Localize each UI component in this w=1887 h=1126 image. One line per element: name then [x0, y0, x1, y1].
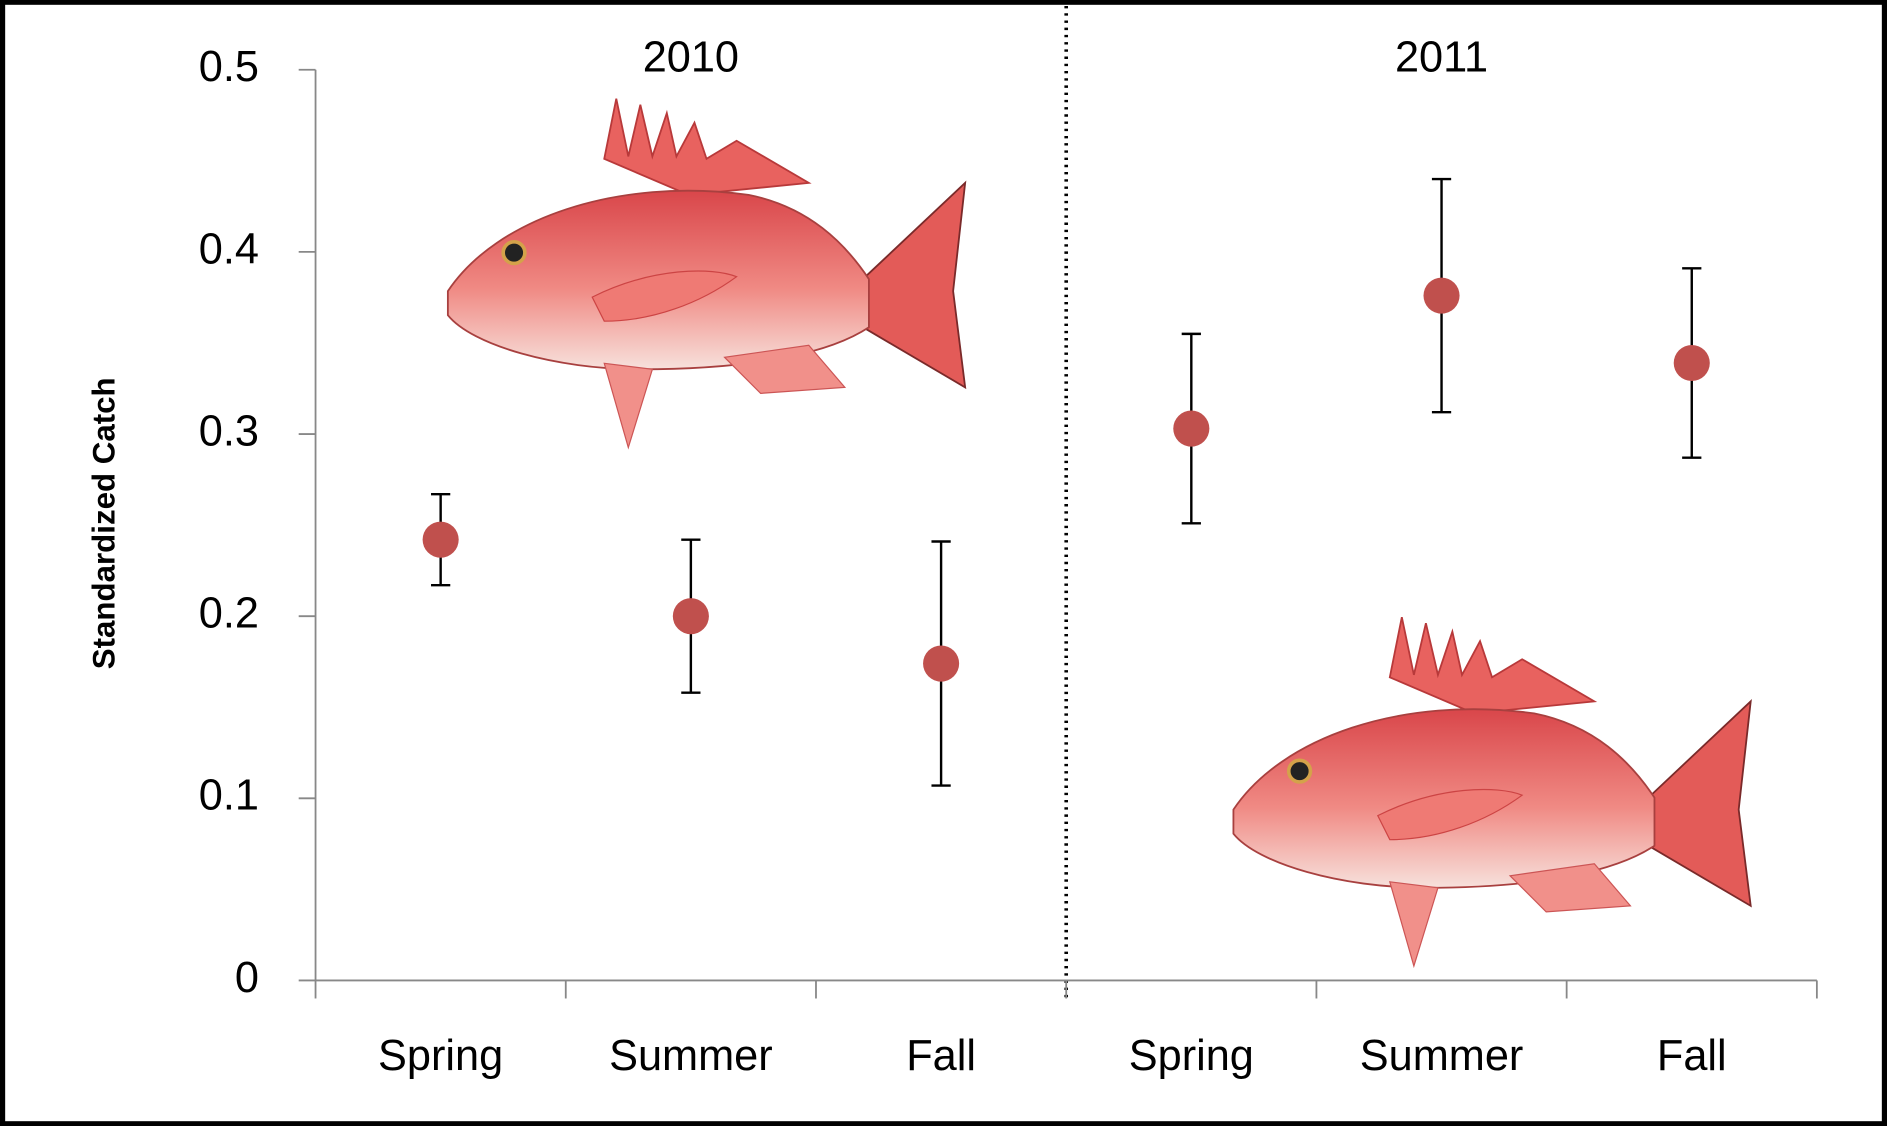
page: {"chart_data": {"type": "scatter", "y_la…	[0, 0, 1887, 1126]
data-point	[423, 522, 459, 558]
x-tick-label: Fall	[906, 1032, 976, 1080]
y-tick-label: 0.1	[199, 772, 259, 820]
data-point	[1423, 278, 1459, 314]
data-point	[673, 598, 709, 634]
x-tick-label: Fall	[1657, 1032, 1727, 1080]
y-axis-label: Standardized Catch	[86, 377, 121, 669]
data-point	[1173, 411, 1209, 447]
data-point	[1674, 345, 1710, 381]
x-tick-label: Spring	[1129, 1032, 1254, 1080]
x-tick-label: Summer	[609, 1032, 773, 1080]
x-tick-label: Spring	[378, 1032, 503, 1080]
y-tick-label: 0.5	[199, 43, 259, 91]
group-label: 2011	[1395, 34, 1488, 82]
group-label: 2010	[643, 34, 739, 82]
frame	[0, 0, 1886, 1126]
y-tick-label: 0.2	[199, 590, 259, 638]
y-tick-label: 0	[235, 954, 259, 1002]
y-tick-label: 0.4	[199, 225, 259, 273]
x-tick-label: Summer	[1360, 1032, 1524, 1080]
data-point	[923, 645, 959, 681]
y-tick-label: 0.3	[199, 407, 259, 455]
chart: Standardized Catch 0 0.1 0.2 0.3 0.4 0.5 2010 2…	[0, 0, 1887, 1126]
